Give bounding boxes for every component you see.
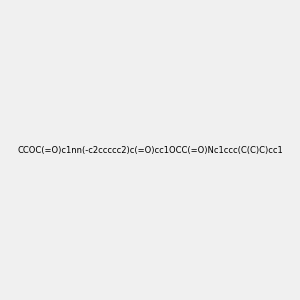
Text: CCOC(=O)c1nn(-c2ccccc2)c(=O)cc1OCC(=O)Nc1ccc(C(C)C)cc1: CCOC(=O)c1nn(-c2ccccc2)c(=O)cc1OCC(=O)Nc… bbox=[17, 146, 283, 154]
